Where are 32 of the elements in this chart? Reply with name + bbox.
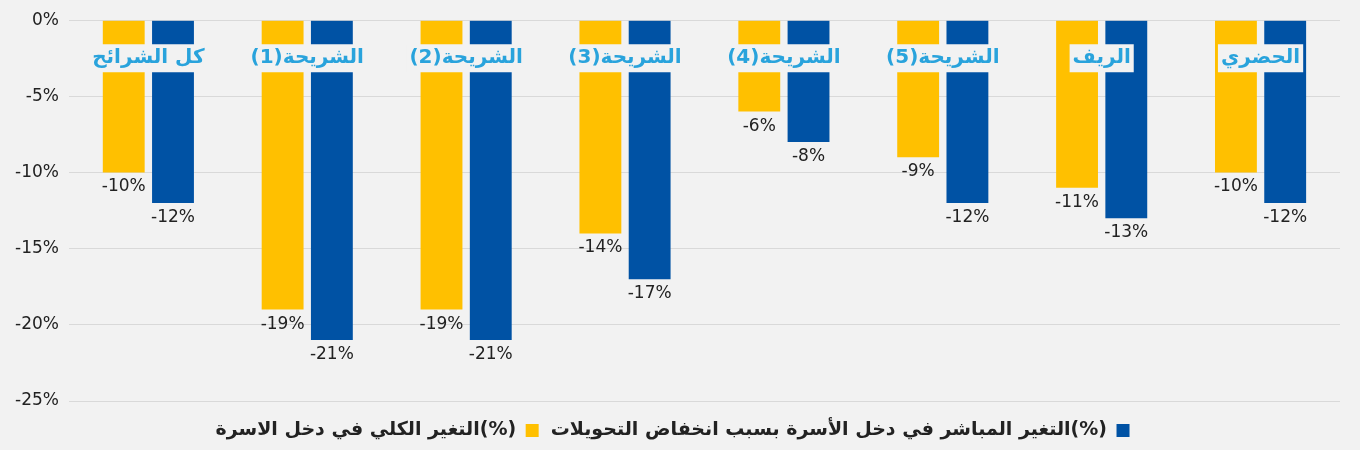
x-tick-label: الشريحة(3) [568,44,682,69]
data-label: -12% [1263,205,1308,226]
data-label: -17% [627,282,672,303]
data-label: -11% [1055,190,1100,211]
x-tick-label: الشريحة(1) [250,44,364,69]
data-label: -19% [260,312,305,333]
data-label: -10% [101,175,146,196]
data-label: -12% [945,205,990,226]
data-label: -10% [1213,175,1258,196]
data-label: -12% [151,205,195,226]
data-label: -19% [419,312,464,333]
y-tick-label: -15% [15,237,59,258]
legend-label: التغير الكلي في دخل الاسرة(%) [215,417,517,441]
data-label: -13% [1104,221,1149,242]
data-label: -21% [468,342,513,363]
y-tick-label: -25% [15,389,59,410]
y-tick-label: 0% [31,8,59,29]
x-tick-label: الشريحة(4) [727,44,841,69]
y-tick-label: -10% [15,160,59,181]
data-label: -21% [309,342,354,363]
data-label: -6% [742,114,776,135]
x-tick-label: الريف [1072,44,1131,69]
x-tick-label: كل الشرائح [92,44,205,69]
data-label: -9% [901,160,935,181]
data-label: -14% [578,236,623,257]
y-tick-label: -5% [25,84,59,105]
x-tick-label: الحضري [1220,44,1301,70]
data-label: -8% [791,144,826,165]
y-tick-label: -20% [15,313,59,334]
x-tick-label: الشريحة(2) [409,44,523,69]
legend-label: التغير المباشر في دخل الأسرة بسبب انخفاض التحويلات(%) [550,417,1108,441]
x-tick-label: الشريحة(5) [886,44,1000,69]
